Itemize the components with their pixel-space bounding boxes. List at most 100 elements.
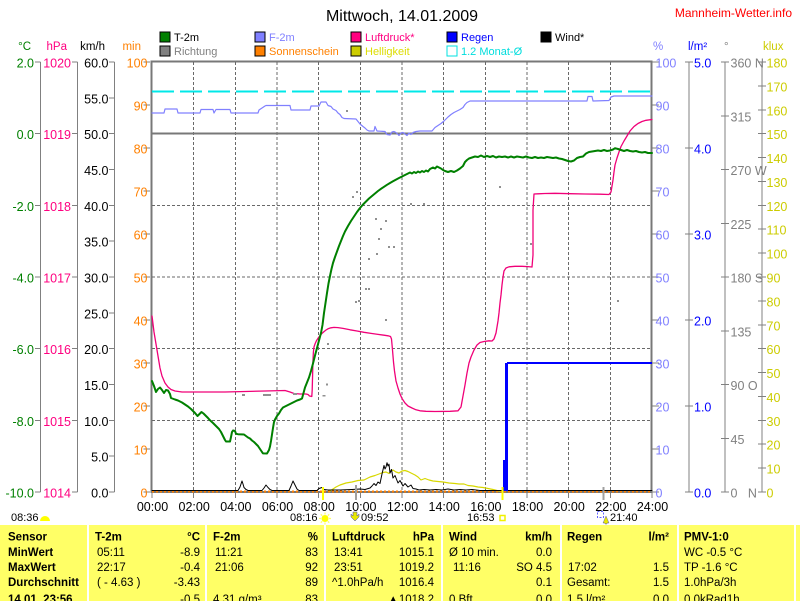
svg-text:40: 40 bbox=[767, 391, 781, 405]
svg-text:SO 4.5: SO 4.5 bbox=[516, 562, 552, 574]
svg-text:21:40: 21:40 bbox=[610, 512, 638, 524]
svg-text:klux: klux bbox=[763, 41, 784, 53]
svg-text:-10.0: -10.0 bbox=[6, 487, 35, 501]
svg-text:0.0: 0.0 bbox=[653, 594, 669, 601]
svg-text:Ø 10 min.: Ø 10 min. bbox=[449, 547, 499, 559]
svg-text:°C: °C bbox=[187, 532, 200, 544]
svg-text:83: 83 bbox=[305, 547, 318, 559]
svg-text:0 Bft: 0 Bft bbox=[449, 594, 473, 601]
svg-text:70: 70 bbox=[767, 319, 781, 333]
svg-text:22:17: 22:17 bbox=[97, 562, 126, 574]
svg-text:22:00: 22:00 bbox=[595, 500, 626, 514]
svg-text:10.0: 10.0 bbox=[84, 415, 108, 429]
svg-text:225: 225 bbox=[731, 218, 752, 232]
svg-text:-0.5: -0.5 bbox=[180, 594, 200, 601]
svg-text:Luftdruck*: Luftdruck* bbox=[365, 32, 415, 44]
svg-text:70: 70 bbox=[134, 186, 148, 200]
svg-text:70: 70 bbox=[656, 186, 670, 200]
svg-text:12:00: 12:00 bbox=[387, 500, 418, 514]
svg-text:▲1018.2: ▲1018.2 bbox=[387, 594, 434, 601]
svg-text:-3.43: -3.43 bbox=[174, 577, 200, 589]
svg-text:100: 100 bbox=[127, 57, 148, 71]
svg-text:( - 4.63 ): ( - 4.63 ) bbox=[97, 577, 141, 589]
svg-text:0 N: 0 N bbox=[731, 487, 757, 501]
svg-text:5.0: 5.0 bbox=[91, 451, 108, 465]
svg-text:°: ° bbox=[724, 41, 729, 53]
svg-text:-8.9: -8.9 bbox=[180, 547, 200, 559]
svg-text:130: 130 bbox=[767, 176, 788, 190]
svg-text:135: 135 bbox=[731, 325, 752, 339]
svg-text:TP -1.6 °C: TP -1.6 °C bbox=[684, 562, 738, 574]
svg-text:140: 140 bbox=[767, 152, 788, 166]
svg-text:1.0hPa/3h: 1.0hPa/3h bbox=[684, 577, 736, 589]
svg-text:F-2m: F-2m bbox=[213, 532, 240, 544]
svg-text:55.0: 55.0 bbox=[84, 92, 108, 106]
svg-text:1.5: 1.5 bbox=[653, 562, 669, 574]
svg-text:20.0: 20.0 bbox=[84, 343, 108, 357]
svg-text:-2.0: -2.0 bbox=[12, 200, 34, 214]
svg-text:50: 50 bbox=[134, 272, 148, 286]
svg-text:180 S: 180 S bbox=[731, 272, 764, 286]
svg-text:-0.4: -0.4 bbox=[180, 562, 200, 574]
svg-text:1016: 1016 bbox=[43, 343, 71, 357]
svg-text:16:53: 16:53 bbox=[467, 512, 495, 524]
svg-text:Mannheim-Wetter.info: Mannheim-Wetter.info bbox=[675, 6, 792, 20]
svg-text:92: 92 bbox=[305, 562, 318, 574]
svg-text:25.0: 25.0 bbox=[84, 307, 108, 321]
svg-text:150: 150 bbox=[767, 128, 788, 142]
svg-text:T-2m: T-2m bbox=[95, 532, 122, 544]
svg-text:06:00: 06:00 bbox=[262, 500, 293, 514]
svg-text:90: 90 bbox=[767, 272, 781, 286]
svg-text:°C: °C bbox=[18, 41, 31, 53]
svg-text:60: 60 bbox=[656, 229, 670, 243]
svg-text:1.0: 1.0 bbox=[694, 401, 711, 415]
svg-text:1018: 1018 bbox=[43, 200, 71, 214]
svg-text:30: 30 bbox=[767, 415, 781, 429]
svg-text:60: 60 bbox=[134, 229, 148, 243]
svg-text:10: 10 bbox=[656, 444, 670, 458]
svg-text:17:02: 17:02 bbox=[568, 562, 597, 574]
svg-text:120: 120 bbox=[767, 200, 788, 214]
svg-text:160: 160 bbox=[767, 104, 788, 118]
svg-text:23:51: 23:51 bbox=[334, 562, 363, 574]
svg-text:08:16: 08:16 bbox=[290, 512, 318, 524]
svg-text:1015: 1015 bbox=[43, 415, 71, 429]
svg-text:10:00: 10:00 bbox=[345, 500, 376, 514]
svg-text:08:00: 08:00 bbox=[304, 500, 335, 514]
svg-text:km/h: km/h bbox=[80, 41, 105, 53]
svg-text:4.0: 4.0 bbox=[694, 143, 711, 157]
svg-text:1014: 1014 bbox=[43, 487, 71, 501]
svg-text:Sonnenschein: Sonnenschein bbox=[269, 46, 339, 58]
svg-text:30.0: 30.0 bbox=[84, 272, 108, 286]
svg-text:F-2m: F-2m bbox=[269, 32, 295, 44]
svg-text:l/m²: l/m² bbox=[649, 532, 670, 544]
svg-text:50: 50 bbox=[656, 272, 670, 286]
svg-text:02:00: 02:00 bbox=[179, 500, 210, 514]
svg-text:hPa: hPa bbox=[413, 532, 435, 544]
svg-text:110: 110 bbox=[767, 224, 787, 238]
svg-text:1.5: 1.5 bbox=[653, 577, 669, 589]
svg-text:1.2 Monat-Ø: 1.2 Monat-Ø bbox=[461, 46, 523, 58]
svg-text:1016.4: 1016.4 bbox=[399, 577, 435, 589]
svg-text:0.0: 0.0 bbox=[536, 594, 552, 601]
svg-text:05:11: 05:11 bbox=[97, 547, 125, 559]
svg-text:10: 10 bbox=[134, 444, 148, 458]
svg-text:0.0: 0.0 bbox=[17, 128, 34, 142]
svg-text:09:52: 09:52 bbox=[361, 512, 389, 524]
svg-text:Durchschnitt: Durchschnitt bbox=[8, 577, 79, 589]
svg-text:0: 0 bbox=[656, 487, 663, 501]
svg-text:0.0: 0.0 bbox=[536, 547, 552, 559]
svg-text:20: 20 bbox=[134, 401, 148, 415]
svg-text:40: 40 bbox=[656, 315, 670, 329]
svg-text:0.0kRad1h: 0.0kRad1h bbox=[684, 594, 740, 601]
svg-text:Richtung: Richtung bbox=[174, 46, 217, 58]
svg-text:30: 30 bbox=[134, 358, 148, 372]
svg-text:30: 30 bbox=[656, 358, 670, 372]
svg-text:40: 40 bbox=[134, 315, 148, 329]
svg-text:270 W: 270 W bbox=[731, 164, 767, 178]
svg-text:Luftdruck: Luftdruck bbox=[332, 532, 386, 544]
svg-text:13:41: 13:41 bbox=[334, 547, 363, 559]
svg-text:35.0: 35.0 bbox=[84, 236, 108, 250]
svg-text:hPa: hPa bbox=[47, 41, 68, 53]
svg-text:1.5 l/m²: 1.5 l/m² bbox=[567, 594, 606, 601]
